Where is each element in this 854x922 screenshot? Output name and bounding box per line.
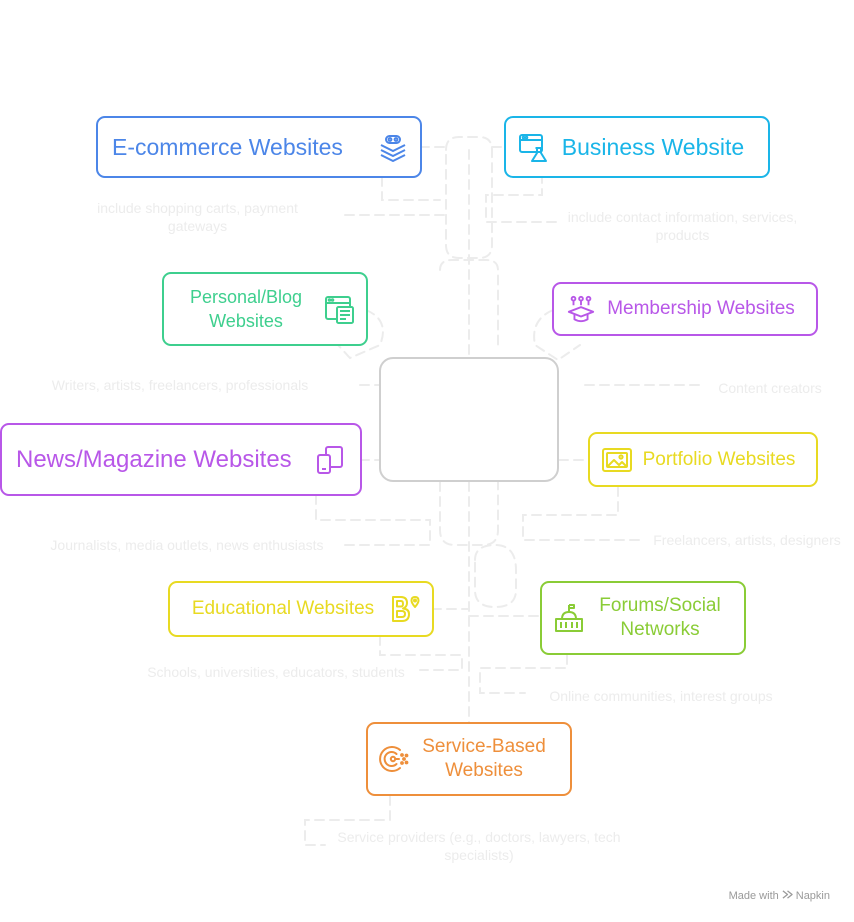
browser-document-icon (322, 292, 356, 326)
hub-loop-mid (439, 259, 499, 351)
node-business-label: Business Website (561, 134, 745, 160)
forums-loop (474, 543, 517, 609)
note-membership: Content creators (718, 380, 822, 396)
node-service-label: Service-Based Websites (422, 736, 546, 781)
edge-ecommerce (344, 146, 447, 216)
graduation-cap-icon (564, 292, 598, 326)
made-with-text: Made with (728, 890, 779, 902)
browser-flask-icon (516, 130, 550, 164)
node-business[interactable]: Business Website (504, 116, 770, 178)
edge-news (315, 459, 431, 546)
node-membership-label: Membership Websites (607, 298, 795, 319)
note-personal: Writers, artists, freelancers, professio… (51, 377, 309, 393)
service-c-icon (376, 742, 410, 776)
edge-portfolio (522, 459, 641, 541)
edge-educational (379, 608, 470, 671)
made-with-napkin[interactable]: Made with Napkin (729, 889, 830, 903)
devices-icon (314, 443, 348, 477)
node-news-label: News/Magazine Websites (16, 445, 292, 473)
edge-membership (533, 309, 701, 386)
note-ecommerce: include shopping carts, payment gateways (97, 200, 298, 234)
layers-icon (376, 130, 410, 164)
node-ecommerce-label: E-commerce Websites (112, 134, 343, 160)
napkin-logo-icon (782, 889, 793, 903)
node-news[interactable]: News/Magazine Websites (0, 423, 362, 496)
node-educational-label: Educational Websites (191, 598, 375, 619)
node-personal[interactable]: Personal/Blog Websites (162, 272, 368, 346)
node-membership[interactable]: Membership Websites (552, 282, 818, 336)
node-portfolio[interactable]: Portfolio Websites (588, 432, 818, 487)
note-service: Service providers (e.g., doctors, lawyer… (337, 829, 621, 863)
node-forums[interactable]: Forums/Social Networks (540, 581, 746, 655)
note-educational: Schools, universities, educators, studen… (147, 664, 405, 680)
hub-loop-low (439, 481, 499, 546)
node-portfolio-label: Portfolio Websites (642, 448, 796, 470)
napkin-brand-text: Napkin (795, 890, 830, 902)
node-educational[interactable]: Educational Websites (168, 581, 434, 637)
node-service[interactable]: Service-Based Websites (366, 722, 572, 796)
note-news: Journalists, media outlets, news enthusi… (50, 537, 324, 553)
note-forums: Online communities, interest groups (549, 688, 773, 704)
note-portfolio: Freelancers, artists, designers (653, 532, 841, 548)
edge-forums (468, 615, 568, 694)
edge-personal (337, 309, 384, 386)
node-forums-label: Forums/Social Networks (599, 595, 721, 640)
image-frame-icon (600, 443, 634, 477)
node-personal-label: Personal/Blog Websites (189, 287, 303, 331)
hub-loop-top (445, 136, 493, 259)
building-icon (552, 601, 586, 635)
edge-service (304, 795, 391, 846)
central-hub (379, 357, 559, 482)
node-ecommerce[interactable]: E-commerce Websites (96, 116, 422, 178)
b-pin-icon (388, 592, 422, 626)
note-business: include contact information, services, p… (567, 209, 798, 243)
